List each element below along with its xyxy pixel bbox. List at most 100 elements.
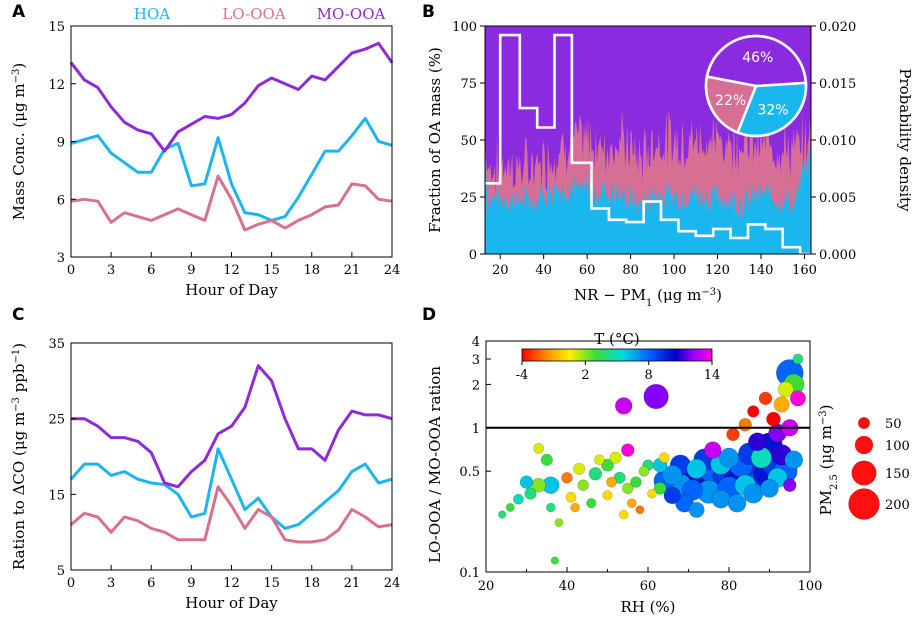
size-legend-label: 100: [885, 439, 910, 454]
pie-label-hoa: 32%: [757, 103, 788, 119]
colorbar-tick-label: -4: [516, 368, 529, 383]
y-axis-label-part: LO-OOA / MO-OOA ration: [426, 366, 444, 563]
x-tick-label: 20: [478, 579, 495, 594]
y-tick-label: 0.1: [459, 566, 480, 581]
x-tick-label: 3: [107, 576, 115, 591]
scatter-point: [524, 487, 537, 500]
scatter-point: [554, 518, 564, 527]
x-tick-label: 18: [303, 576, 320, 591]
x-tick-label: 12: [223, 263, 240, 278]
scatter-point: [789, 390, 806, 407]
y-axis-label-part: Mass Conc. (μg m: [10, 83, 28, 220]
scatter-point: [498, 510, 507, 519]
scatter-point: [647, 488, 657, 499]
size-legend-label: 150: [885, 467, 910, 482]
panel-label-d: D: [422, 305, 436, 325]
y-tick-label: 100: [452, 20, 477, 35]
size-legend-circle: [851, 460, 877, 486]
x-tick-label: 15: [263, 263, 280, 278]
size-legend-title: PM2.5 (μg m−3): [817, 405, 840, 516]
x-tick-label: 0: [67, 576, 75, 591]
colorbar-tick-label: 2: [581, 368, 589, 383]
x-axis-label-part: 1: [646, 298, 652, 309]
x-tick-label: 100: [798, 579, 823, 594]
x-tick-label: 100: [662, 263, 687, 278]
y-axis-label: LO-OOA / MO-OOA ration: [426, 366, 444, 563]
x-axis-label: Hour of Day: [185, 594, 278, 612]
scatter-point: [570, 502, 580, 513]
x-tick-label: 24: [384, 576, 401, 591]
scatter-point: [635, 505, 645, 515]
y-tick-label: 5: [57, 564, 65, 579]
x-tick-label: 80: [721, 579, 738, 594]
y-tick-label: 9: [57, 136, 65, 151]
x-tick-label: 21: [344, 576, 361, 591]
x-tick-label: 6: [147, 263, 155, 278]
x-tick-label: 120: [705, 263, 730, 278]
scatter-point: [594, 454, 605, 466]
size-legend-label: 50: [885, 417, 902, 432]
scatter-point: [662, 465, 683, 486]
scatter-point: [601, 458, 614, 472]
scatter-point: [561, 472, 573, 484]
scatter-point: [658, 452, 670, 464]
y-right-tick-label: 0.015: [819, 77, 856, 92]
area-hoa: [485, 143, 811, 254]
series-line-lo-ooa: [70, 174, 393, 232]
scatter-point: [586, 498, 597, 509]
x-axis-label-part: (μg m: [652, 286, 701, 304]
x-axis-label: RH (%): [620, 598, 675, 616]
x-tick-label: 80: [622, 263, 639, 278]
scatter-point: [618, 509, 629, 520]
x-axis-label-part: RH (%): [620, 598, 675, 616]
x-tick-label: 24: [384, 263, 401, 278]
y-tick-label: 2: [472, 378, 480, 393]
size-legend-title-part: ): [817, 405, 835, 411]
y-right-tick-label: 0.000: [819, 248, 856, 263]
x-axis-label: NR − PM1 (μg m−3): [574, 286, 722, 309]
x-axis-label-part: NR − PM: [574, 286, 646, 304]
colorbar-tick-label: 8: [645, 368, 653, 383]
x-tick-label: 60: [640, 579, 657, 594]
scatter-point: [727, 493, 747, 513]
panel-label-c: C: [12, 305, 24, 325]
scatter-point: [738, 418, 752, 432]
scatter-point: [686, 458, 707, 479]
x-tick-label: 20: [492, 263, 509, 278]
series-line-hoa: [70, 116, 393, 222]
scatter-point: [643, 383, 669, 410]
scatter-point: [711, 489, 731, 509]
scatter-point: [606, 476, 617, 488]
scatter-point: [773, 396, 790, 413]
scatter-point: [653, 481, 667, 495]
x-tick-label: 40: [535, 263, 552, 278]
panel-c-chart: 0 3 6 9 12 15 18 21 24 5 15 25 35 Hour of Day Ration t…: [10, 337, 400, 612]
legend-hoa: HOA: [134, 5, 170, 23]
scatter-point: [792, 353, 804, 365]
x-tick-label: 160: [792, 263, 817, 278]
scatter-point: [588, 467, 603, 481]
x-axis-label-part: Hour of Day: [185, 594, 278, 612]
pie-outline: [704, 34, 808, 138]
pie-label-lo-ooa: 22%: [715, 93, 746, 109]
y-axis-label: Mass Conc. (μg m−3): [10, 63, 28, 220]
y-right-axis-label: Probability density: [896, 68, 913, 212]
scatter-point: [783, 478, 797, 492]
scatter-point: [718, 447, 739, 468]
y-right-tick-label: 0.020: [819, 20, 856, 35]
x-axis-label: Hour of Day: [185, 281, 278, 299]
legend-mo-ooa: MO-OOA: [317, 5, 386, 23]
colorbar-title: T (°C): [594, 330, 639, 348]
scatter-point: [766, 411, 781, 427]
x-axis-label-part: ): [716, 286, 722, 304]
scatter-point: [602, 490, 613, 501]
y-axis-label-part: ): [10, 63, 28, 69]
scatter-point: [572, 462, 586, 475]
y-axis-label-part: −1: [11, 349, 22, 364]
y-axis-label-part: ): [10, 343, 28, 349]
y-tick-label: 3: [57, 251, 65, 266]
x-tick-label: 6: [147, 576, 155, 591]
scatter-point: [758, 391, 773, 406]
size-legend-label: 200: [885, 498, 910, 513]
